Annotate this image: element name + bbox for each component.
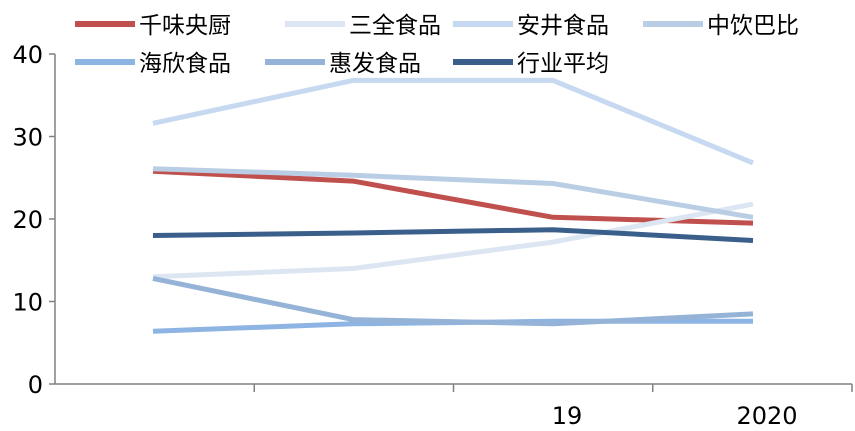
legend-label: 惠发食品 (329, 51, 421, 77)
y-axis: 0 10 20 30 40 (12, 41, 56, 399)
legend-label: 安井食品 (517, 13, 609, 39)
series-6-line (152, 275, 754, 327)
series-4-line (152, 166, 754, 220)
y-tick-label: 20 (12, 206, 43, 234)
legend-label: 三全食品 (349, 13, 441, 39)
y-tick-label: 40 (12, 41, 43, 69)
y-tick-label: 0 (28, 371, 43, 399)
x-tick-label: 19 (552, 402, 583, 430)
series-lines (152, 77, 754, 334)
x-axis: 19 2020 (55, 383, 853, 430)
y-tick-label: 10 (12, 289, 43, 317)
legend-label: 千味央厨 (139, 13, 231, 39)
series-3-line (152, 77, 754, 166)
series-2-line (152, 201, 754, 280)
y-tick-label: 30 (12, 124, 43, 152)
legend-label: 海欣食品 (139, 51, 231, 77)
legend-label: 行业平均 (517, 51, 609, 77)
legend-label: 中饮巴比 (707, 13, 799, 39)
series-1-line (152, 168, 754, 226)
series-7-line (152, 227, 754, 243)
x-tick-label: 2020 (736, 402, 797, 430)
